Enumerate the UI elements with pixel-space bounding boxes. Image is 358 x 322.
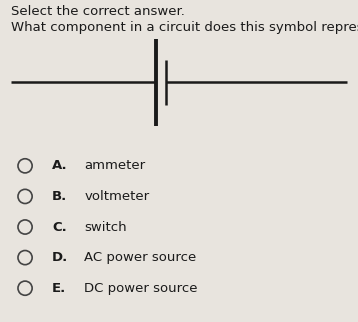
Text: C.: C. [52,221,67,233]
Text: B.: B. [52,190,67,203]
Text: ammeter: ammeter [84,159,145,172]
Text: AC power source: AC power source [84,251,197,264]
Text: switch: switch [84,221,127,233]
Text: What component in a circuit does this symbol represent?: What component in a circuit does this sy… [11,21,358,34]
Text: D.: D. [52,251,68,264]
Text: voltmeter: voltmeter [84,190,149,203]
Text: DC power source: DC power source [84,282,198,295]
Text: Select the correct answer.: Select the correct answer. [11,5,185,18]
Text: E.: E. [52,282,66,295]
Text: A.: A. [52,159,68,172]
